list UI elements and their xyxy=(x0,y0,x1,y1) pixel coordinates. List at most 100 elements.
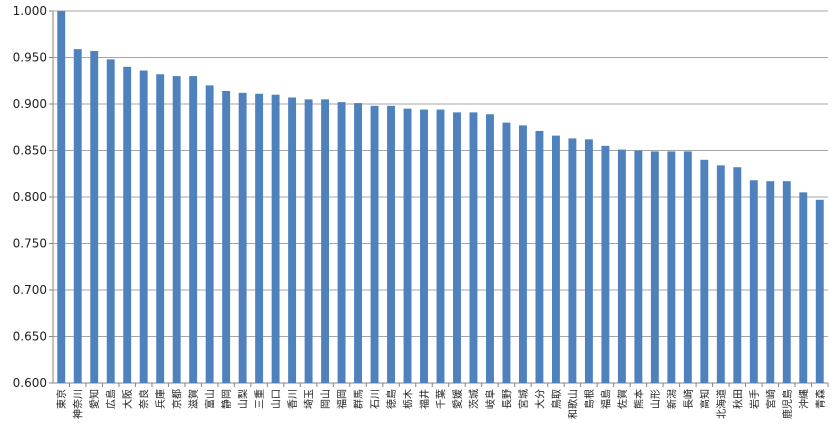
x-tick-label: 沖縄 xyxy=(797,389,810,409)
x-tick-label: 山口 xyxy=(271,389,283,409)
bar-富山 xyxy=(205,85,214,384)
x-tick-label: 群馬 xyxy=(352,389,365,409)
x-tick-label: 愛媛 xyxy=(451,389,464,409)
x-tick-label: 高知 xyxy=(698,389,711,409)
bar-島根 xyxy=(584,139,593,383)
x-tick-label: 栃木 xyxy=(402,389,415,409)
y-axis-tick-labels: 0.600 0.650 0.700 0.750 0.800 0.850 0.900 0.950… xyxy=(13,4,47,390)
bar-高知 xyxy=(700,159,709,383)
x-tick-label: 和歌山 xyxy=(566,389,579,419)
bar-鹿児島 xyxy=(782,181,791,383)
y-tick-label: 1.000 xyxy=(13,4,47,18)
y-tick-label: 0.900 xyxy=(13,97,47,111)
bar-長崎 xyxy=(683,151,692,383)
x-tick-label: 愛知 xyxy=(88,389,101,409)
x-tick-label: 北海道 xyxy=(715,389,728,419)
x-tick-label: 岐阜 xyxy=(484,389,497,409)
bar-宮城 xyxy=(518,125,527,383)
x-tick-label: 岡山 xyxy=(320,389,332,409)
x-tick-label: 秋田 xyxy=(731,389,744,409)
x-tick-label: 神奈川 xyxy=(72,389,85,419)
x-tick-label: 宮崎 xyxy=(764,389,777,409)
bar-大分 xyxy=(535,130,544,383)
bar-佐賀 xyxy=(617,149,626,383)
x-tick-label: 茨城 xyxy=(467,389,480,409)
bar-千葉 xyxy=(436,109,445,383)
x-tick-label: 香川 xyxy=(287,389,299,409)
x-tick-label: 新潟 xyxy=(665,389,678,409)
x-tick-label: 長野 xyxy=(501,389,513,409)
x-tick-label: 静岡 xyxy=(220,389,233,409)
x-tick-label: 宮城 xyxy=(517,389,530,409)
bar-兵庫 xyxy=(156,74,165,384)
x-tick-label: 三重 xyxy=(253,389,266,409)
x-tick-label: 山形 xyxy=(650,389,662,409)
bar-福岡 xyxy=(337,102,346,383)
bar-鳥取 xyxy=(551,135,560,383)
bar-滋賀 xyxy=(189,76,198,383)
bar-山梨 xyxy=(238,92,247,383)
x-tick-label: 福岡 xyxy=(336,389,349,409)
y-tick-label: 0.850 xyxy=(13,144,47,158)
bar-青森 xyxy=(815,199,824,383)
bar-埼玉 xyxy=(304,99,313,383)
bar-三重 xyxy=(255,93,264,384)
x-tick-label: 鳥取 xyxy=(550,389,563,409)
bars xyxy=(57,11,824,384)
x-tick-label: 福島 xyxy=(599,389,612,409)
bar-福井 xyxy=(420,109,428,383)
y-tick-label: 0.950 xyxy=(13,51,47,65)
bar-徳島 xyxy=(387,105,395,384)
x-tick-label: 東京 xyxy=(55,389,68,409)
x-tick-label: 山梨 xyxy=(237,389,250,409)
bar-秋田 xyxy=(733,167,742,383)
x-tick-label: 長崎 xyxy=(682,389,695,409)
bar-東京 xyxy=(57,11,66,383)
bar-茨城 xyxy=(469,112,478,384)
x-tick-label: 埼玉 xyxy=(303,389,316,409)
bar-岐阜 xyxy=(486,114,494,383)
x-tick-label: 石川 xyxy=(371,389,382,409)
bar-長野 xyxy=(502,122,511,383)
bar-岩手 xyxy=(749,180,758,383)
x-tick-label: 岩手 xyxy=(748,389,761,409)
bar-新潟 xyxy=(667,151,676,383)
bar-愛知 xyxy=(90,50,99,384)
x-tick-label: 富山 xyxy=(204,389,217,409)
bar-静岡 xyxy=(222,90,231,383)
y-tick-label: 0.700 xyxy=(13,283,47,297)
x-tick-label: 滋賀 xyxy=(187,389,200,409)
bar-福島 xyxy=(601,145,610,383)
bar-神奈川 xyxy=(73,49,82,383)
bar-宮崎 xyxy=(766,181,775,383)
x-tick-label: 大分 xyxy=(533,389,546,409)
x-tick-label: 千葉 xyxy=(435,389,448,409)
x-tick-label: 奈良 xyxy=(138,389,151,409)
y-tick-label: 0.750 xyxy=(13,237,47,251)
bar-岡山 xyxy=(321,99,330,383)
x-tick-label: 青森 xyxy=(814,389,827,409)
bar-群馬 xyxy=(354,103,363,383)
bar-香川 xyxy=(288,97,297,384)
x-tick-label: 福井 xyxy=(418,389,431,409)
y-tick-label: 0.650 xyxy=(13,330,47,344)
bar-北海道 xyxy=(716,165,725,383)
bar-沖縄 xyxy=(799,192,808,383)
bar-和歌山 xyxy=(568,138,577,383)
bar-栃木 xyxy=(403,108,412,384)
bar-広島 xyxy=(106,59,115,384)
bar-大阪 xyxy=(123,66,132,384)
bar-熊本 xyxy=(634,150,643,383)
x-tick-label: 広島 xyxy=(105,389,118,409)
x-tick-label: 大阪 xyxy=(121,389,134,409)
x-tick-label: 鹿児島 xyxy=(781,389,794,419)
bar-山形 xyxy=(650,151,659,383)
x-axis-tick-labels: 東京 神奈川 愛知 広島 大阪 奈良 兵庫 京都 滋賀 富山 静岡 山梨 三重 山口 香川 埼玉 岡山 福岡 群馬石… xyxy=(55,389,827,419)
x-tick-label: 佐賀 xyxy=(617,389,629,409)
x-tick-label: 熊本 xyxy=(632,389,645,409)
bar-山口 xyxy=(271,94,280,383)
bar-京都 xyxy=(172,76,181,383)
bar-愛媛 xyxy=(453,112,461,384)
